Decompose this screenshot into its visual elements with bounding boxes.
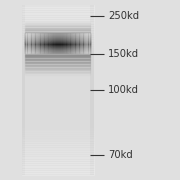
Text: 250kd: 250kd xyxy=(108,11,139,21)
Text: 100kd: 100kd xyxy=(108,85,139,95)
Text: 70kd: 70kd xyxy=(108,150,133,160)
Text: 150kd: 150kd xyxy=(108,49,139,59)
Bar xyxy=(25,5,90,175)
Bar xyxy=(22,5,94,175)
